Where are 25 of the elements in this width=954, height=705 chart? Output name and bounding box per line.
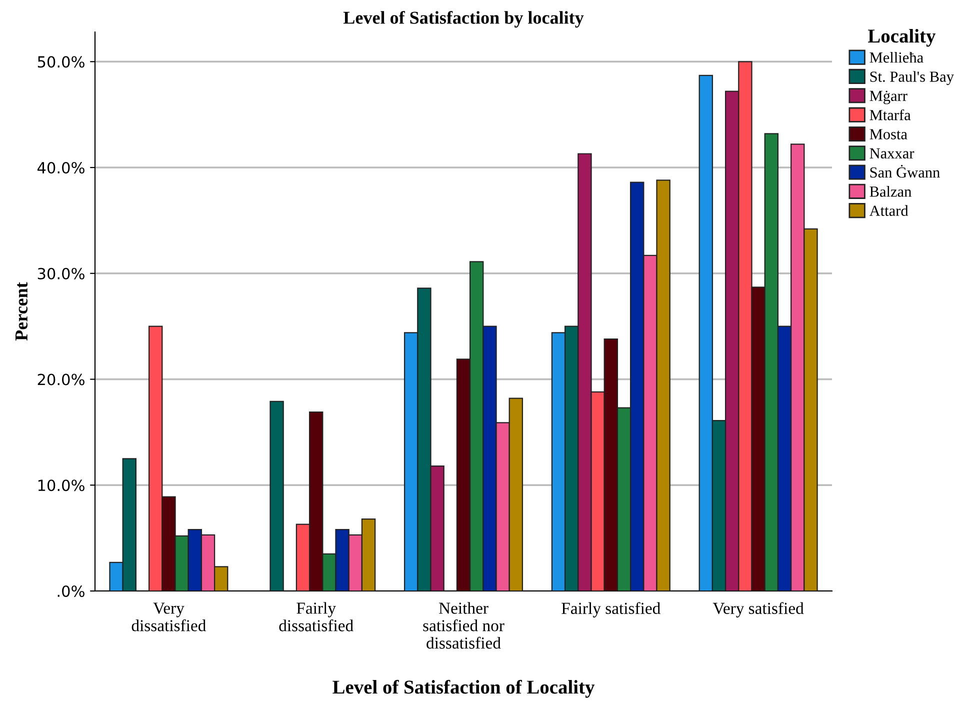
legend-label: Mellieħa bbox=[870, 52, 924, 63]
chart-title: Level of Satisfaction by locality bbox=[343, 10, 584, 28]
legend-label: San Ġwann bbox=[870, 164, 940, 178]
bar bbox=[270, 400, 284, 591]
x-tick-label: Fairly satisfied bbox=[562, 602, 660, 618]
x-axis-title: Level of Satisfaction of Locality bbox=[332, 680, 595, 698]
y-tick-label: 30.0% bbox=[38, 268, 84, 280]
legend-label: Balzan bbox=[870, 186, 912, 197]
legend-label: Attard bbox=[869, 205, 908, 216]
y-tick-label: 50.0% bbox=[38, 56, 84, 68]
y-tick-label: 10.0% bbox=[38, 480, 84, 492]
y-tick-label: 40.0% bbox=[37, 162, 84, 174]
legend-label: Mġarr bbox=[870, 90, 908, 104]
y-axis-title: Percent bbox=[16, 282, 28, 341]
y-tick-label: 20.0% bbox=[38, 374, 84, 386]
x-tick-label: Very dissatisfied bbox=[132, 602, 206, 632]
x-tick-label: Very satisfied bbox=[712, 602, 804, 618]
legend-label: Naxxar bbox=[870, 148, 914, 159]
x-tick-label: Fairly dissatisfied bbox=[279, 602, 354, 632]
legend-label: Mtarfa bbox=[870, 109, 911, 120]
legend-title: Locality bbox=[868, 28, 936, 47]
y-tick-label: .0% bbox=[58, 585, 84, 598]
legend-label: Mosta bbox=[870, 129, 908, 140]
legend-label: St. Paul's Bay bbox=[870, 71, 954, 85]
x-tick-label: Neither satisfied nor dissatisfied bbox=[423, 602, 504, 649]
